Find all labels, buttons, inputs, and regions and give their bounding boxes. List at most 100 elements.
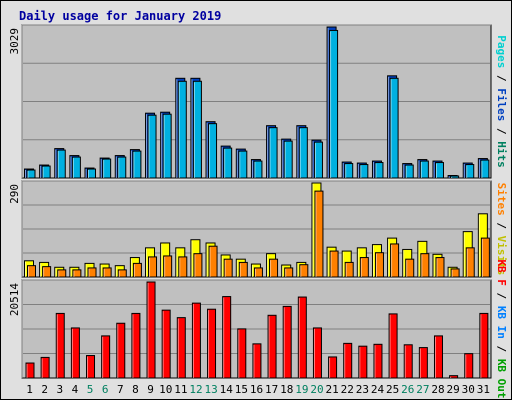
sites-bar bbox=[42, 266, 52, 278]
kbytes-bar bbox=[403, 344, 413, 379]
files-bar bbox=[177, 80, 187, 179]
sites-bar-face bbox=[42, 266, 52, 278]
files-bar-face bbox=[404, 164, 414, 179]
kbytes-bar-face bbox=[297, 296, 307, 379]
kbytes-bar bbox=[297, 296, 307, 379]
sites-bar bbox=[284, 267, 294, 278]
x-tick-label: 9 bbox=[147, 383, 154, 396]
x-tick-label: 30 bbox=[462, 383, 475, 396]
files-bar-face bbox=[87, 168, 97, 179]
sites-bar bbox=[420, 253, 430, 278]
kbytes-bar-face bbox=[55, 312, 65, 379]
kbytes-bar bbox=[464, 353, 474, 379]
kbytes-bar bbox=[373, 343, 383, 379]
files-bar-face bbox=[465, 164, 475, 179]
sites-bar-face bbox=[284, 267, 294, 278]
sites-bar-face bbox=[253, 267, 263, 278]
files-bar bbox=[26, 169, 36, 179]
x-tick-label: 7 bbox=[117, 383, 124, 396]
visits-legend-part-1: / bbox=[495, 216, 508, 236]
x-tick-label: 11 bbox=[174, 383, 187, 396]
x-tick-label: 26 bbox=[401, 383, 414, 396]
files-bar-face bbox=[26, 169, 36, 179]
hits-legend-part-3: / bbox=[495, 121, 508, 141]
files-bar bbox=[268, 127, 278, 179]
files-bar-face bbox=[359, 164, 369, 179]
files-bar-face bbox=[419, 160, 429, 179]
kbytes-bar bbox=[252, 343, 262, 379]
sites-bar bbox=[57, 269, 67, 278]
sites-bar bbox=[132, 262, 142, 278]
x-tick-label: 6 bbox=[102, 383, 109, 396]
files-bar-face bbox=[374, 162, 384, 179]
x-tick-label: 2 bbox=[41, 383, 48, 396]
sites-bar bbox=[27, 265, 36, 278]
kbytes-bar bbox=[267, 314, 277, 379]
files-bar-face bbox=[313, 141, 323, 179]
kbytes-legend-part-4: KB Out bbox=[495, 359, 508, 399]
sites-bar bbox=[163, 255, 173, 278]
x-tick-label: 31 bbox=[477, 383, 490, 396]
kbytes-bar-face bbox=[267, 314, 277, 379]
kbytes-bar bbox=[40, 356, 50, 379]
kbytes-bar bbox=[25, 362, 35, 379]
sites-bar bbox=[253, 267, 263, 278]
x-tick-label: 8 bbox=[132, 383, 139, 396]
kbytes-bar bbox=[312, 327, 322, 379]
sites-bar bbox=[299, 264, 309, 278]
sites-bar-face bbox=[465, 247, 475, 278]
kbytes-bar-face bbox=[418, 347, 428, 379]
kbytes-legend-part-1: / bbox=[495, 286, 508, 306]
files-bar-face bbox=[147, 114, 157, 179]
files-bar bbox=[56, 149, 66, 179]
x-tick-label: 1 bbox=[26, 383, 33, 396]
files-bar-face bbox=[329, 29, 339, 179]
kbytes-legend: KB F / KB In / KB Out bbox=[495, 259, 508, 398]
kbytes-bar-face bbox=[116, 322, 126, 379]
files-bar-face bbox=[344, 163, 354, 179]
kbytes-bar bbox=[479, 312, 489, 379]
x-tick-label: 17 bbox=[265, 383, 278, 396]
hits-legend-part-0: Pages bbox=[495, 35, 508, 68]
sites-bar bbox=[208, 245, 218, 278]
files-bar-face bbox=[268, 127, 278, 179]
files-bar-face bbox=[450, 175, 460, 179]
files-bar bbox=[192, 80, 202, 179]
kbytes-bar-face bbox=[40, 356, 50, 379]
chart-title: Daily usage for January 2019 bbox=[19, 9, 222, 23]
x-tick-label: 28 bbox=[431, 383, 444, 396]
sites-bar bbox=[223, 258, 233, 278]
visits-legend-part-0: Sites bbox=[495, 183, 508, 216]
sites-bar bbox=[435, 257, 445, 278]
kbytes-bar-face bbox=[237, 328, 247, 379]
sites-bar-face bbox=[223, 258, 233, 278]
files-bar bbox=[283, 140, 293, 179]
files-bar bbox=[117, 156, 127, 179]
sites-bar bbox=[238, 261, 248, 278]
hits-legend-part-4: Hits bbox=[495, 141, 508, 168]
files-bar bbox=[71, 156, 81, 179]
kbytes-max-label: 20514 bbox=[8, 283, 21, 316]
kbytes-bar-face bbox=[373, 343, 383, 379]
x-tick-label: 24 bbox=[371, 383, 385, 396]
x-tick-label: 19 bbox=[295, 383, 308, 396]
kbytes-bar bbox=[116, 322, 126, 379]
kbytes-bar bbox=[418, 347, 428, 379]
kbytes-bar-face bbox=[70, 327, 80, 379]
hits-max-label: 3029 bbox=[8, 28, 21, 55]
files-bar bbox=[238, 150, 248, 179]
files-bar bbox=[253, 160, 263, 179]
sites-bar-face bbox=[238, 261, 248, 278]
sites-bar-face bbox=[208, 245, 218, 278]
x-tick-label: 10 bbox=[159, 383, 172, 396]
sites-bar bbox=[178, 256, 188, 278]
files-bar bbox=[450, 175, 460, 179]
files-bar-face bbox=[208, 123, 218, 179]
kbytes-bar-face bbox=[222, 296, 232, 379]
kbytes-bar-face bbox=[479, 312, 489, 379]
kbytes-legend-part-0: KB F bbox=[495, 259, 508, 286]
sites-bar-face bbox=[480, 237, 490, 278]
x-tick-label: 4 bbox=[72, 383, 79, 396]
files-bar bbox=[480, 159, 490, 179]
kbytes-bar-face bbox=[86, 355, 96, 379]
